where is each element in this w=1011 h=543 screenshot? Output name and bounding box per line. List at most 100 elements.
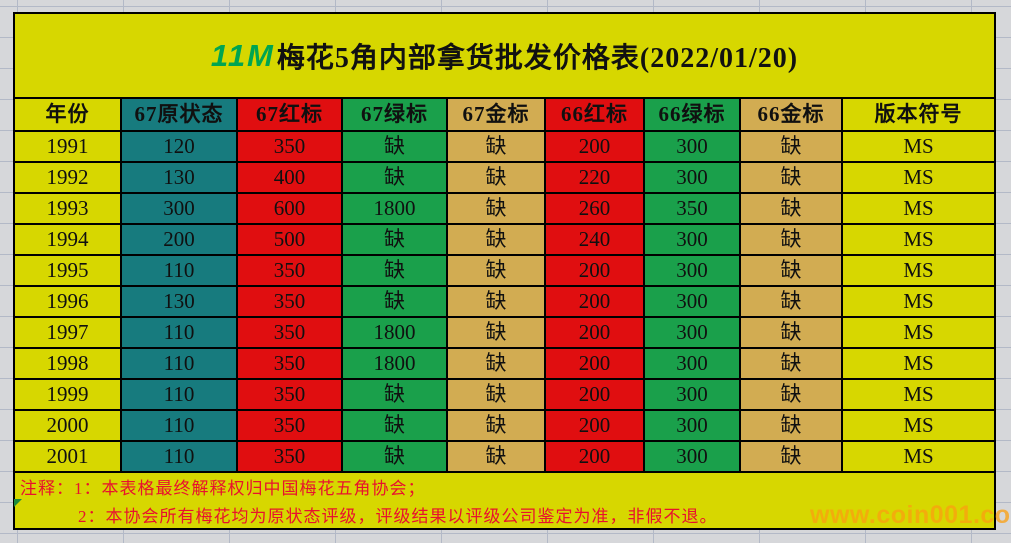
price-cell[interactable]: 350	[238, 132, 343, 163]
column-header-4[interactable]: 67绿标	[343, 99, 448, 132]
column-header-1[interactable]: 年份	[15, 99, 122, 132]
price-cell[interactable]: 500	[238, 225, 343, 256]
price-cell[interactable]: MS	[843, 287, 994, 318]
price-cell[interactable]: 缺	[741, 442, 843, 473]
price-cell[interactable]: 220	[546, 163, 645, 194]
price-cell[interactable]: 300	[645, 380, 741, 411]
price-cell[interactable]: MS	[843, 194, 994, 225]
price-cell[interactable]: 缺	[448, 318, 546, 349]
price-cell[interactable]: 200	[546, 256, 645, 287]
price-cell[interactable]: 缺	[448, 132, 546, 163]
year-cell[interactable]: 1996	[15, 287, 122, 318]
notes-cell[interactable]: 注释：1：本表格最终解释权归中国梅花五角协会； 2：本协会所有梅花均为原状态评级…	[15, 473, 994, 528]
price-cell[interactable]: 缺	[343, 225, 448, 256]
price-cell[interactable]: 缺	[448, 349, 546, 380]
price-cell[interactable]: 350	[645, 194, 741, 225]
column-header-9[interactable]: 版本符号	[843, 99, 994, 132]
price-cell[interactable]: 350	[238, 318, 343, 349]
price-cell[interactable]: 缺	[448, 225, 546, 256]
year-cell[interactable]: 1999	[15, 380, 122, 411]
price-cell[interactable]: 110	[122, 442, 238, 473]
price-cell[interactable]: 240	[546, 225, 645, 256]
price-cell[interactable]: 120	[122, 132, 238, 163]
price-cell[interactable]: 200	[546, 318, 645, 349]
price-cell[interactable]: 缺	[448, 442, 546, 473]
price-cell[interactable]: 200	[546, 380, 645, 411]
price-cell[interactable]: 缺	[741, 194, 843, 225]
price-cell[interactable]: 1800	[343, 194, 448, 225]
year-cell[interactable]: 2001	[15, 442, 122, 473]
price-cell[interactable]: MS	[843, 163, 994, 194]
price-cell[interactable]: 300	[645, 442, 741, 473]
year-cell[interactable]: 2000	[15, 411, 122, 442]
price-cell[interactable]: 缺	[741, 287, 843, 318]
column-header-5[interactable]: 67金标	[448, 99, 546, 132]
price-cell[interactable]: 缺	[448, 287, 546, 318]
price-cell[interactable]: 缺	[741, 225, 843, 256]
price-cell[interactable]: 350	[238, 349, 343, 380]
price-cell[interactable]: 300	[645, 287, 741, 318]
price-cell[interactable]: MS	[843, 256, 994, 287]
price-cell[interactable]: 缺	[448, 256, 546, 287]
year-cell[interactable]: 1993	[15, 194, 122, 225]
price-cell[interactable]: 200	[122, 225, 238, 256]
price-cell[interactable]: 200	[546, 349, 645, 380]
column-header-7[interactable]: 66绿标	[645, 99, 741, 132]
price-cell[interactable]: 110	[122, 349, 238, 380]
year-cell[interactable]: 1995	[15, 256, 122, 287]
price-cell[interactable]: MS	[843, 132, 994, 163]
price-cell[interactable]: MS	[843, 349, 994, 380]
column-header-6[interactable]: 66红标	[546, 99, 645, 132]
year-cell[interactable]: 1998	[15, 349, 122, 380]
price-cell[interactable]: 200	[546, 132, 645, 163]
column-header-3[interactable]: 67红标	[238, 99, 343, 132]
price-cell[interactable]: 缺	[448, 380, 546, 411]
price-cell[interactable]: 缺	[343, 442, 448, 473]
price-cell[interactable]: 缺	[343, 380, 448, 411]
column-header-8[interactable]: 66金标	[741, 99, 843, 132]
price-cell[interactable]: MS	[843, 411, 994, 442]
price-cell[interactable]: 缺	[448, 194, 546, 225]
price-cell[interactable]: 110	[122, 411, 238, 442]
price-cell[interactable]: 300	[645, 256, 741, 287]
price-cell[interactable]: 300	[645, 225, 741, 256]
price-cell[interactable]: 300	[645, 411, 741, 442]
year-cell[interactable]: 1994	[15, 225, 122, 256]
price-cell[interactable]: 110	[122, 256, 238, 287]
price-cell[interactable]: 300	[122, 194, 238, 225]
year-cell[interactable]: 1992	[15, 163, 122, 194]
price-cell[interactable]: 缺	[741, 318, 843, 349]
price-cell[interactable]: 300	[645, 318, 741, 349]
price-cell[interactable]: 缺	[741, 256, 843, 287]
price-cell[interactable]: 400	[238, 163, 343, 194]
column-header-2[interactable]: 67原状态	[122, 99, 238, 132]
price-cell[interactable]: 350	[238, 256, 343, 287]
price-cell[interactable]: MS	[843, 318, 994, 349]
price-cell[interactable]: 缺	[448, 411, 546, 442]
price-cell[interactable]: 缺	[741, 132, 843, 163]
price-cell[interactable]: 300	[645, 132, 741, 163]
price-cell[interactable]: 缺	[343, 132, 448, 163]
price-cell[interactable]: 350	[238, 287, 343, 318]
price-cell[interactable]: 缺	[741, 380, 843, 411]
price-cell[interactable]: 350	[238, 411, 343, 442]
price-cell[interactable]: 600	[238, 194, 343, 225]
table-title-cell[interactable]: 11M 梅花5角内部拿货批发价格表(2022/01/20)	[15, 14, 994, 99]
price-cell[interactable]: 260	[546, 194, 645, 225]
price-cell[interactable]: 200	[546, 411, 645, 442]
price-cell[interactable]: MS	[843, 380, 994, 411]
price-cell[interactable]: 缺	[343, 163, 448, 194]
price-cell[interactable]: 200	[546, 442, 645, 473]
price-cell[interactable]: 缺	[741, 163, 843, 194]
price-cell[interactable]: 300	[645, 163, 741, 194]
price-cell[interactable]: 缺	[343, 256, 448, 287]
price-cell[interactable]: 缺	[343, 411, 448, 442]
price-cell[interactable]: MS	[843, 225, 994, 256]
price-cell[interactable]: 130	[122, 163, 238, 194]
price-cell[interactable]: 350	[238, 442, 343, 473]
price-cell[interactable]: 缺	[448, 163, 546, 194]
year-cell[interactable]: 1997	[15, 318, 122, 349]
price-cell[interactable]: 110	[122, 318, 238, 349]
year-cell[interactable]: 1991	[15, 132, 122, 163]
price-cell[interactable]: 缺	[741, 349, 843, 380]
